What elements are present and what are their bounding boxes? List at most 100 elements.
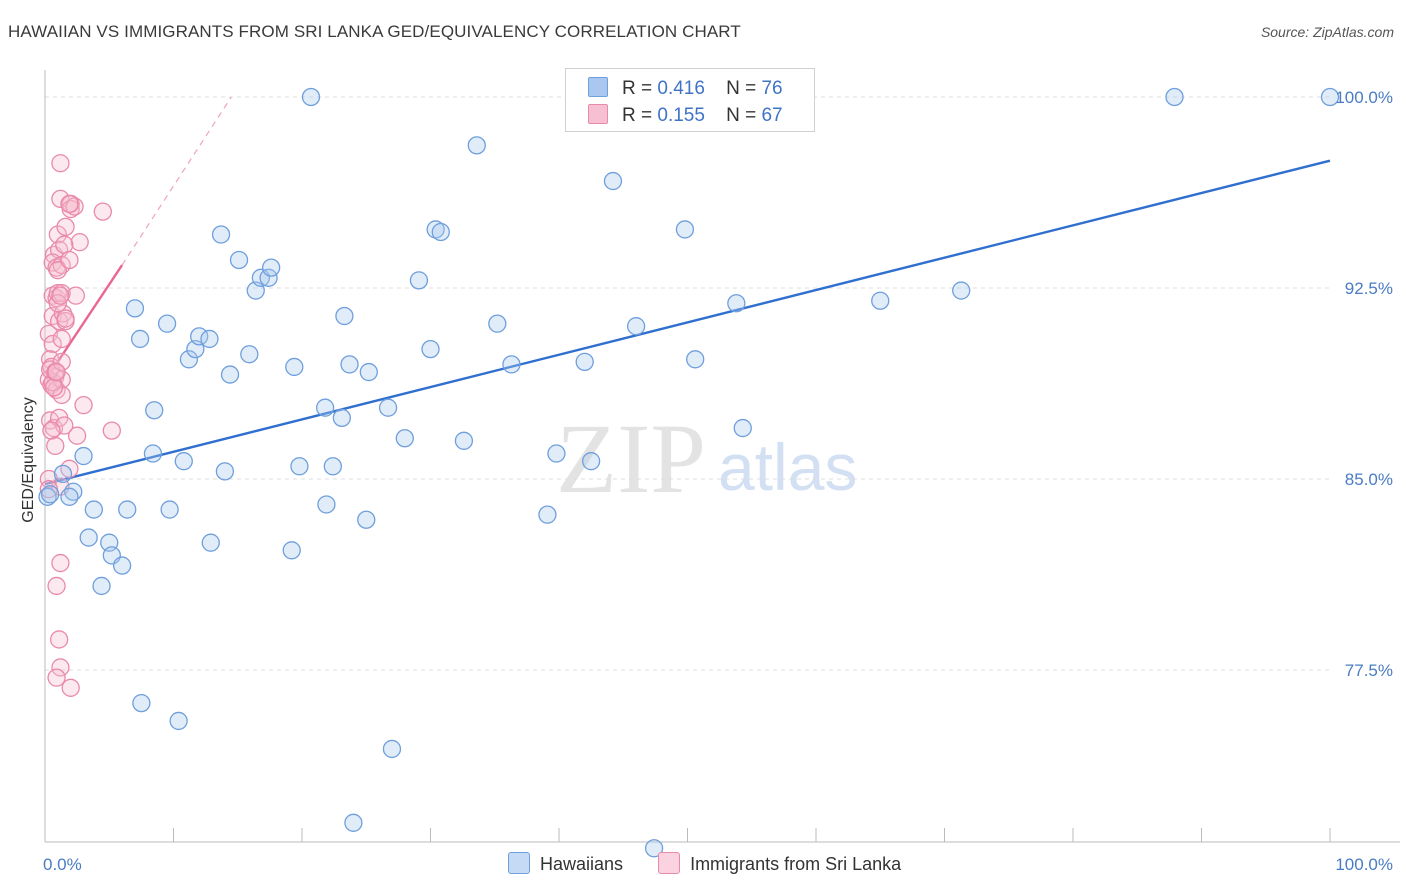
series-label-sri-lanka: Immigrants from Sri Lanka xyxy=(690,854,902,874)
y-axis-label: GED/Equivalency xyxy=(20,397,37,522)
point-hawaiians xyxy=(118,500,137,519)
point-sri-lanka xyxy=(48,283,67,303)
point-hawaiians xyxy=(40,485,60,504)
point-hawaiians xyxy=(290,457,309,476)
point-sri-lanka xyxy=(46,436,65,456)
x-tick-label: 0.0% xyxy=(43,855,82,874)
point-hawaiians xyxy=(538,505,557,524)
point-hawaiians xyxy=(727,294,746,313)
legend-swatch-sri-lanka xyxy=(588,104,608,124)
point-hawaiians xyxy=(488,314,507,333)
point-hawaiians xyxy=(282,541,301,560)
point-hawaiians xyxy=(145,401,164,420)
point-hawaiians xyxy=(359,362,378,382)
legend-n-label: N = xyxy=(726,105,757,126)
point-hawaiians xyxy=(201,533,220,552)
point-sri-lanka xyxy=(66,286,85,305)
series-swatch-hawaiians xyxy=(508,852,530,874)
point-sri-lanka xyxy=(60,250,79,270)
trend-line-sri-lanka xyxy=(46,264,124,378)
point-sri-lanka xyxy=(44,378,64,397)
x-tick-label: 100.0% xyxy=(1335,855,1393,874)
legend-r-label: R = xyxy=(622,78,653,99)
point-hawaiians xyxy=(733,418,752,438)
series-legend-sri-lanka[interactable]: Immigrants from Sri Lanka xyxy=(658,852,901,875)
series-legend: Hawaiians Immigrants from Sri Lanka xyxy=(508,852,931,875)
legend-n-label: N = xyxy=(726,78,757,99)
axes xyxy=(44,70,1400,843)
y-tick-label: 100.0% xyxy=(1335,88,1393,107)
correlation-legend: R = 0.416 N = 76 R = 0.155 N = 67 xyxy=(565,68,815,132)
point-hawaiians xyxy=(357,510,376,529)
tick-labels: 77.5% 85.0% 92.5% 100.0% 0.0% 100.0% xyxy=(43,88,1393,874)
source-label: Source: ZipAtlas.com xyxy=(1260,24,1394,40)
point-hawaiians xyxy=(454,431,474,450)
point-sri-lanka xyxy=(93,202,112,221)
point-sri-lanka xyxy=(56,309,75,328)
point-hawaiians xyxy=(421,339,440,359)
point-sri-lanka xyxy=(51,553,70,573)
point-hawaiians xyxy=(229,250,249,270)
point-sri-lanka xyxy=(102,421,121,440)
y-tick-label: 92.5% xyxy=(1345,279,1393,298)
y-tick-label: 77.5% xyxy=(1345,661,1393,680)
point-hawaiians xyxy=(211,225,231,244)
point-hawaiians xyxy=(1320,87,1340,107)
point-sri-lanka xyxy=(47,576,66,596)
grid-lines xyxy=(45,96,1330,671)
series-legend-hawaiians[interactable]: Hawaiians xyxy=(508,852,623,875)
point-sri-lanka xyxy=(60,194,79,214)
point-hawaiians xyxy=(315,398,335,417)
point-sri-lanka xyxy=(49,630,69,649)
point-hawaiians xyxy=(502,355,521,374)
chart-title: HAWAIIAN VS IMMIGRANTS FROM SRI LANKA GE… xyxy=(8,22,741,41)
point-sri-lanka xyxy=(43,334,62,354)
point-hawaiians xyxy=(340,355,359,374)
series-swatch-sri-lanka xyxy=(658,852,681,874)
point-hawaiians xyxy=(38,487,57,506)
point-hawaiians xyxy=(431,222,450,242)
legend-n-value-hawaiians: 76 xyxy=(761,78,783,99)
point-sri-lanka xyxy=(51,658,70,677)
y-tick-label: 85.0% xyxy=(1345,470,1393,489)
point-hawaiians xyxy=(53,464,73,484)
point-hawaiians xyxy=(84,500,103,519)
point-hawaiians xyxy=(301,87,321,107)
point-hawaiians xyxy=(169,711,188,731)
legend-r-value-sri-lanka: 0.155 xyxy=(657,105,705,126)
point-hawaiians xyxy=(332,408,351,428)
point-sri-lanka xyxy=(55,235,74,254)
point-hawaiians xyxy=(871,291,890,310)
point-hawaiians xyxy=(285,357,304,377)
point-hawaiians xyxy=(382,739,402,759)
point-hawaiians xyxy=(378,398,398,417)
point-hawaiians xyxy=(262,258,281,277)
point-hawaiians xyxy=(467,136,486,155)
point-sri-lanka xyxy=(52,385,71,405)
point-sri-lanka xyxy=(67,426,87,445)
point-hawaiians xyxy=(626,317,646,336)
point-hawaiians xyxy=(143,444,163,463)
point-hawaiians xyxy=(317,495,336,514)
point-sri-lanka xyxy=(51,154,70,173)
point-sri-lanka xyxy=(74,395,93,415)
point-hawaiians xyxy=(323,457,342,476)
point-hawaiians xyxy=(220,365,240,384)
point-sri-lanka xyxy=(47,668,66,687)
point-hawaiians xyxy=(240,345,259,364)
point-hawaiians xyxy=(200,329,219,349)
point-hawaiians xyxy=(174,452,193,471)
point-hawaiians xyxy=(1165,87,1184,107)
legend-r-value-hawaiians: 0.416 xyxy=(657,78,705,99)
point-hawaiians xyxy=(215,462,235,481)
trend-lines xyxy=(44,96,1331,486)
point-hawaiians xyxy=(675,220,695,239)
point-sri-lanka xyxy=(52,352,71,372)
point-hawaiians xyxy=(74,446,93,466)
point-sri-lanka xyxy=(56,217,75,237)
point-hawaiians xyxy=(344,813,363,832)
point-hawaiians xyxy=(125,299,145,318)
watermark-zip: ZIP xyxy=(556,403,706,514)
legend-row-sri-lanka: R = 0.155 N = 67 xyxy=(588,104,783,126)
point-hawaiians xyxy=(60,487,79,506)
